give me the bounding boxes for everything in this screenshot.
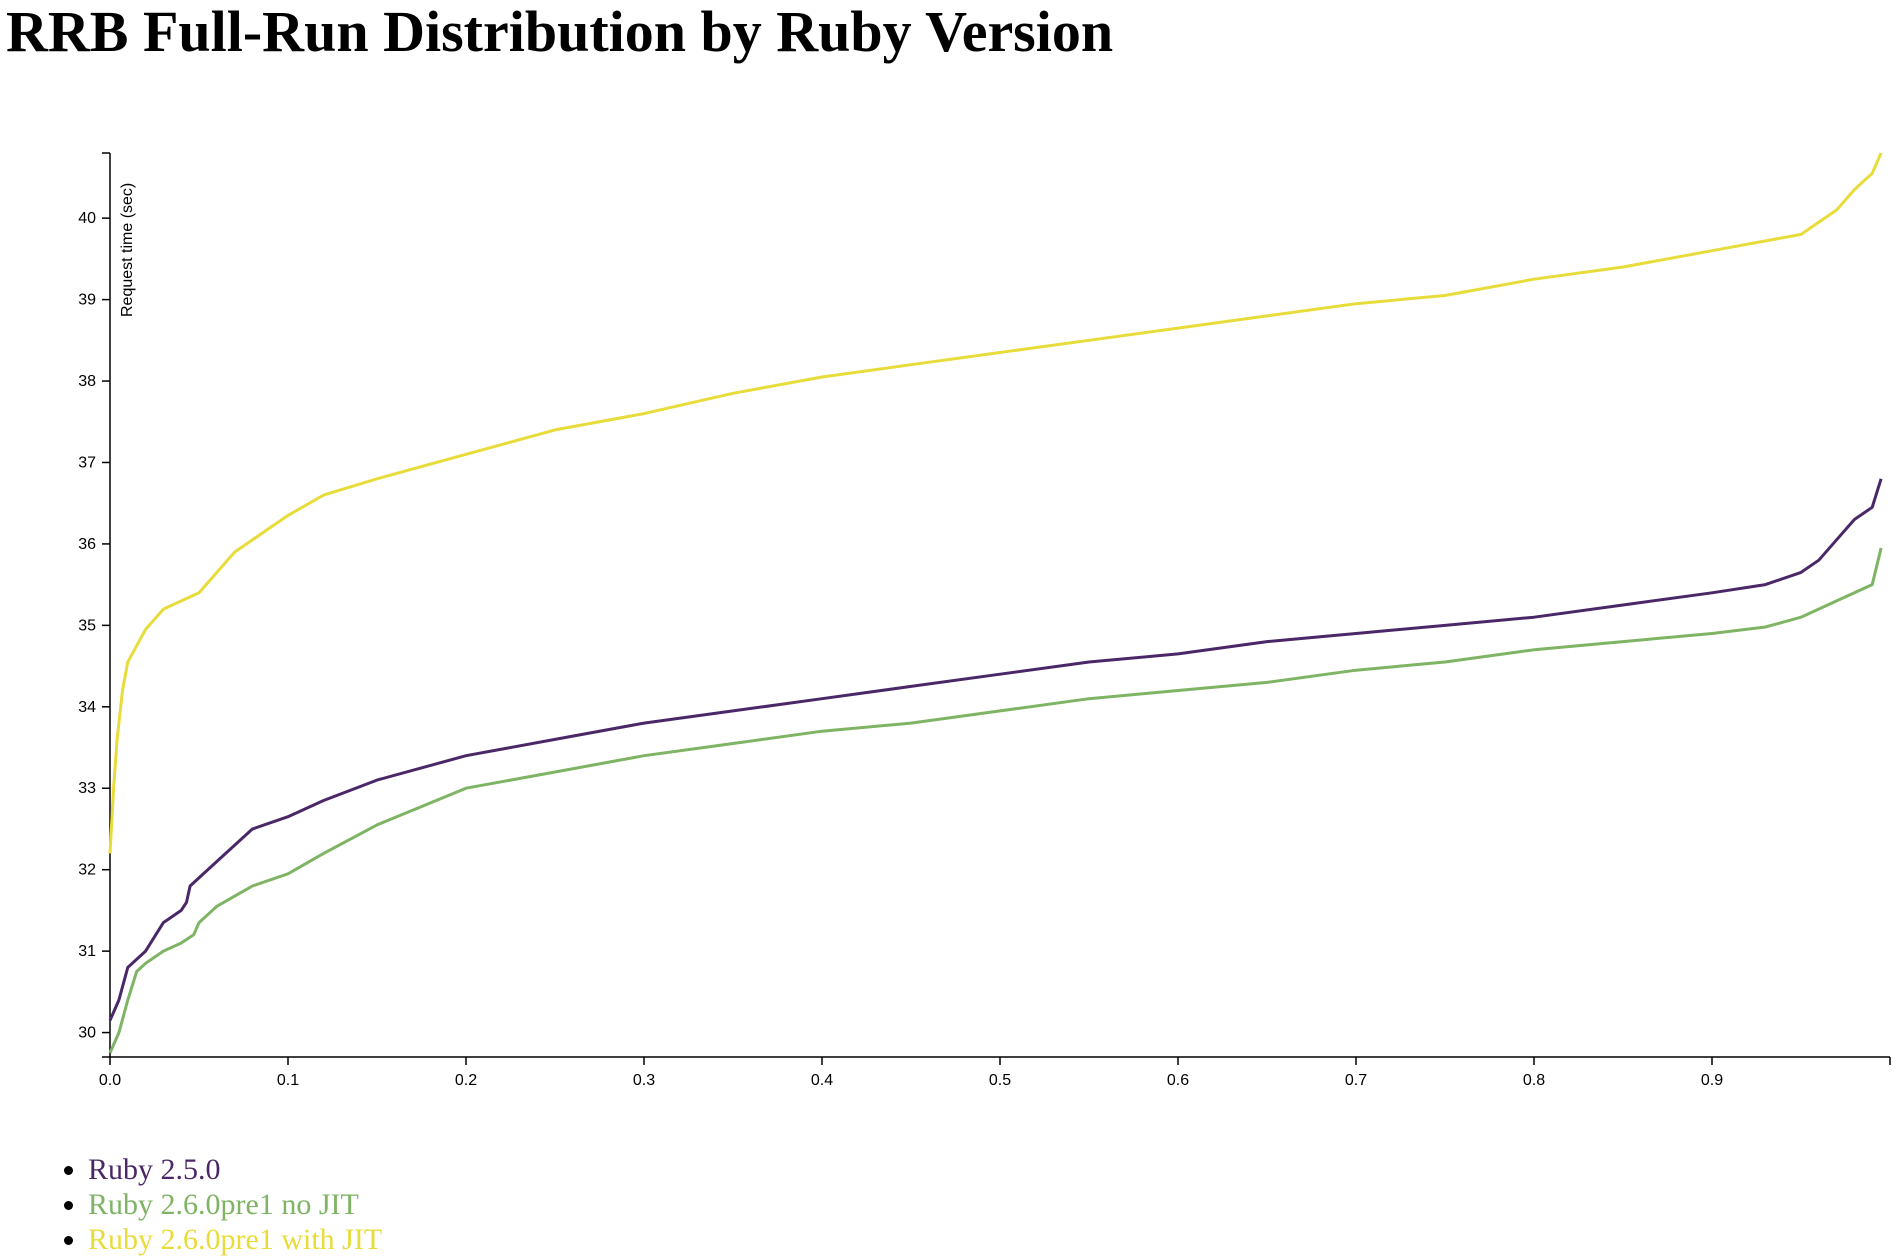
legend-item: Ruby 2.6.0pre1 no JIT [88, 1187, 382, 1222]
x-tick-label: 0.1 [277, 1072, 299, 1089]
x-tick-label: 0.6 [1167, 1072, 1189, 1089]
x-tick-label: 0.9 [1701, 1072, 1723, 1089]
series-lines [108, 152, 1883, 1054]
series-line-3 [108, 152, 1883, 854]
legend-item: Ruby 2.6.0pre1 with JIT [88, 1222, 382, 1257]
y-tick-label: 35 [78, 617, 96, 634]
legend: Ruby 2.5.0Ruby 2.6.0pre1 no JITRuby 2.6.… [46, 1152, 382, 1257]
legend-item: Ruby 2.5.0 [88, 1152, 382, 1187]
y-axis: 30 31 32 33 34 35 36 37 38 39 40 [78, 152, 111, 1058]
y-tick-label: 31 [78, 943, 96, 960]
legend-label: Ruby 2.6.0pre1 no JIT [88, 1188, 359, 1221]
x-tick-label: 0.3 [633, 1072, 655, 1089]
y-tick-label: 36 [78, 536, 96, 553]
x-tick-label: 0.0 [99, 1072, 121, 1089]
y-axis-title: Request time (sec) [119, 183, 136, 317]
y-tick-label: 38 [78, 373, 96, 390]
y-tick-label: 33 [78, 780, 96, 797]
x-tick-label: 0.4 [811, 1072, 833, 1089]
x-tick-label: 0.7 [1345, 1072, 1367, 1089]
x-tick-label: 0.8 [1523, 1072, 1545, 1089]
series-line-1 [108, 478, 1883, 1021]
y-tick-label: 34 [78, 699, 96, 716]
y-tick-label: 37 [78, 454, 96, 471]
y-tick-label: 30 [78, 1025, 96, 1042]
x-tick-label: 0.2 [455, 1072, 477, 1089]
legend-label: Ruby 2.6.0pre1 with JIT [88, 1223, 383, 1256]
chart-title: RRB Full-Run Distribution by Ruby Versio… [6, 0, 1114, 64]
x-axis: 0.0 0.1 0.2 0.3 0.4 0.5 0.6 0.7 0.8 0.9 [99, 1056, 1891, 1089]
series-line-2 [108, 547, 1883, 1054]
x-tick-label: 0.5 [989, 1072, 1011, 1089]
y-tick-label: 39 [78, 292, 96, 309]
y-tick-label: 32 [78, 862, 96, 879]
legend-label: Ruby 2.5.0 [88, 1153, 221, 1186]
y-tick-label: 40 [78, 210, 96, 227]
